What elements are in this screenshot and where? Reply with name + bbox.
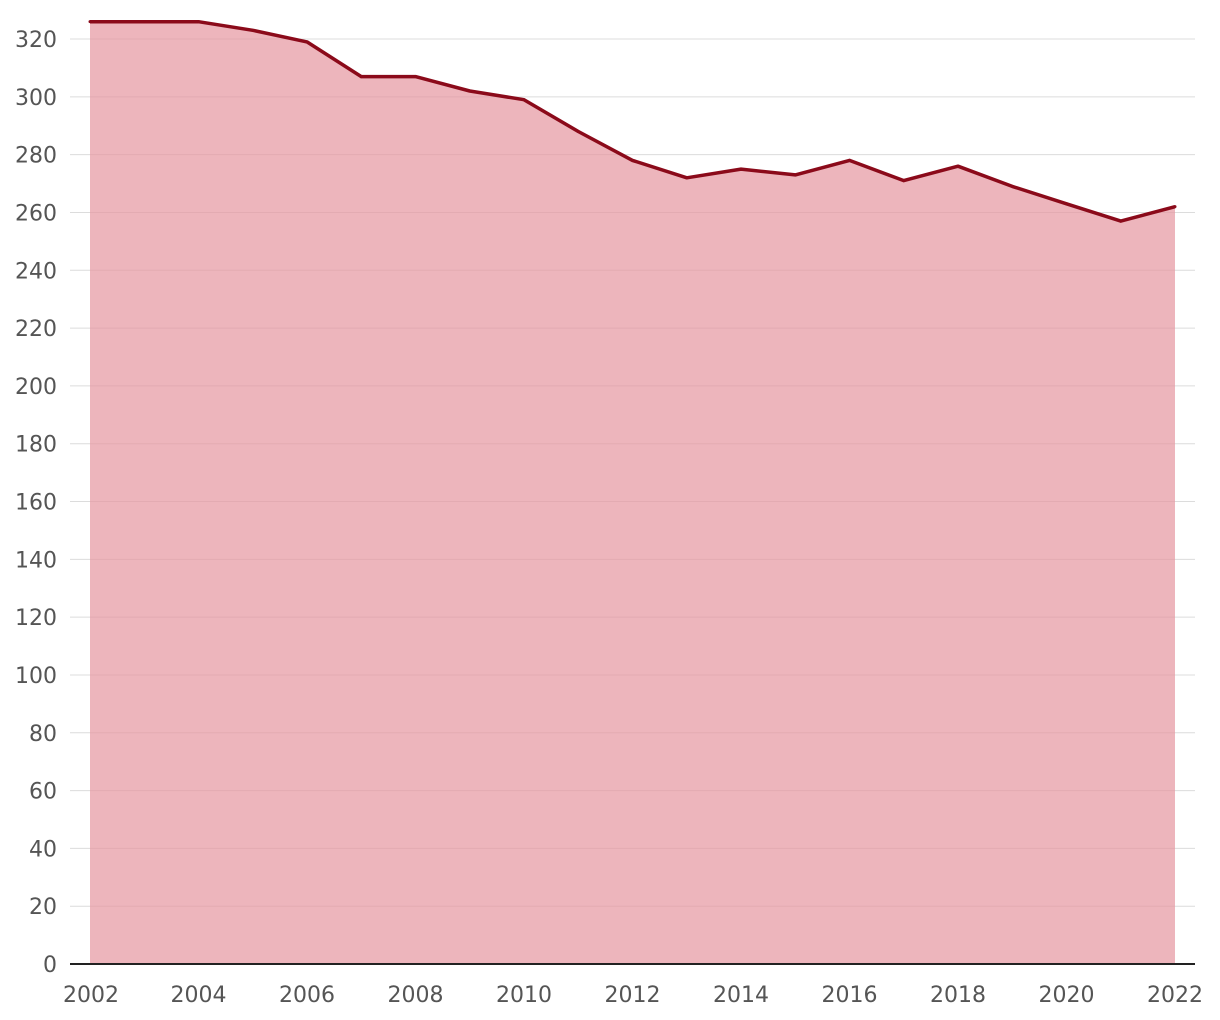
x-tick-label: 2008 [388, 983, 444, 1008]
x-tick-label: 2002 [63, 983, 119, 1008]
y-tick-label: 280 [15, 144, 57, 169]
series-area-fill [90, 21, 1175, 964]
data-point [1119, 219, 1123, 223]
data-point [359, 75, 363, 79]
data-point [685, 176, 689, 180]
data-point [576, 130, 580, 133]
data-point [848, 158, 851, 162]
x-tick-label: 2010 [496, 983, 552, 1008]
y-tick-label: 0 [43, 953, 57, 978]
x-tick-label: 2012 [605, 983, 661, 1008]
y-tick-label: 40 [29, 837, 57, 862]
y-tick-label: 20 [29, 895, 57, 920]
data-point [793, 173, 797, 177]
x-tick-label: 2004 [171, 983, 227, 1008]
x-tick-label: 2018 [930, 983, 986, 1008]
data-point [1065, 202, 1068, 206]
data-point [88, 20, 92, 24]
data-points [88, 20, 1177, 223]
y-tick-label: 160 [15, 491, 57, 516]
data-point [142, 20, 146, 24]
x-tick-label: 2014 [713, 983, 769, 1008]
data-point [468, 89, 472, 93]
data-point [414, 75, 417, 79]
y-tick-label: 100 [15, 664, 57, 689]
data-point [631, 158, 634, 162]
y-tick-label: 60 [29, 780, 57, 805]
data-point [902, 179, 906, 183]
x-tick-label: 2006 [279, 983, 335, 1008]
y-tick-label: 260 [15, 201, 57, 226]
y-tick-label: 300 [15, 86, 57, 111]
data-point [305, 40, 309, 44]
data-point [956, 164, 960, 168]
y-tick-label: 320 [15, 28, 57, 53]
y-tick-label: 140 [15, 548, 57, 573]
x-tick-label: 2016 [822, 983, 878, 1008]
data-point [739, 167, 743, 171]
y-tick-label: 240 [15, 259, 57, 284]
data-point [197, 20, 200, 24]
y-tick-label: 200 [15, 375, 57, 400]
x-tick-label: 2020 [1039, 983, 1095, 1008]
y-tick-label: 180 [15, 433, 57, 458]
y-tick-label: 220 [15, 317, 57, 342]
data-point [1010, 184, 1014, 188]
x-axis-ticks: 2002 2004 2006 2008 2010 2012 2014 2016 2018 2020… [63, 983, 1203, 1008]
x-tick-label: 2022 [1147, 983, 1203, 1008]
y-tick-label: 80 [29, 722, 57, 747]
data-point [522, 98, 526, 102]
data-point [1173, 205, 1177, 209]
y-tick-label: 120 [15, 606, 57, 631]
y-axis-ticks: 0 20 40 60 80 100 120 140 160 180 200 220 240 260 280 3… [15, 28, 57, 978]
data-point [251, 28, 255, 32]
